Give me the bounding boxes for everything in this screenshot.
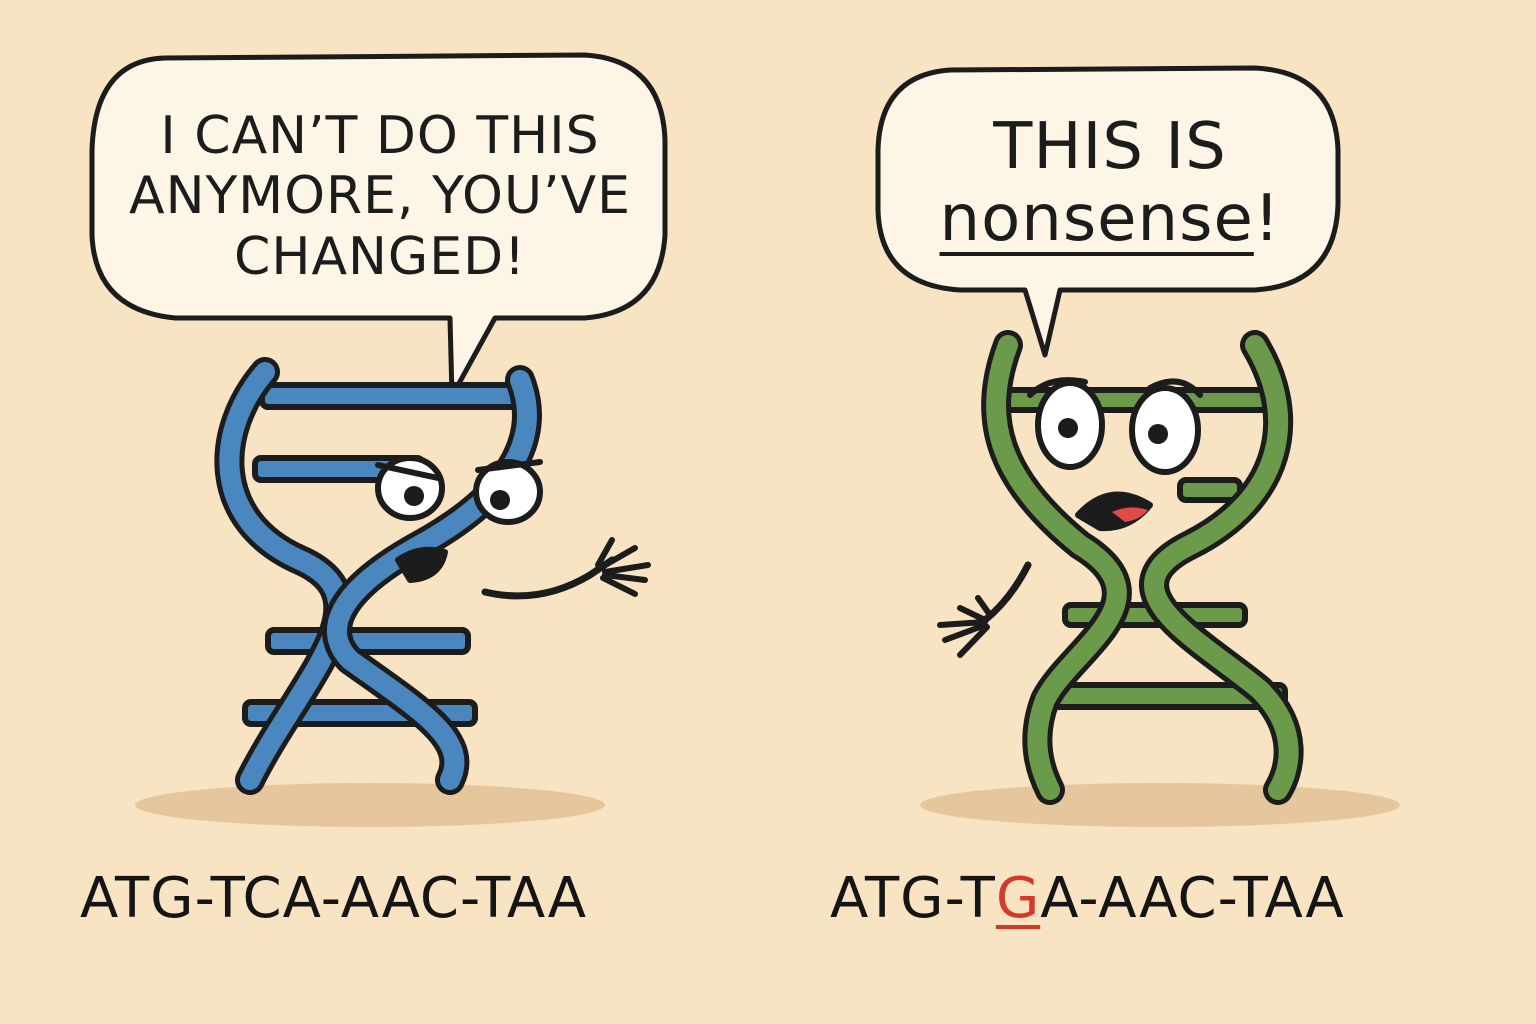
left-speech-text: I CAN’T DO THIS ANYMORE, YOU’VE CHANGED! <box>120 106 640 287</box>
left-mouth <box>398 550 445 580</box>
right-sequence-suffix: A-AAC-TAA <box>1040 866 1344 931</box>
right-speech-line-1: THIS IS <box>905 112 1315 184</box>
left-speech-line-2: ANYMORE, YOU’VE <box>120 166 640 226</box>
left-dna-sequence: ATG-TCA-AAC-TAA <box>80 866 587 931</box>
right-speech-line-2: nonsense! <box>905 184 1315 256</box>
mutated-base: G <box>996 866 1040 931</box>
left-arm <box>485 560 612 596</box>
right-speech-exclamation: ! <box>1254 182 1281 256</box>
right-dna-character <box>940 345 1289 790</box>
right-speech-text: THIS IS nonsense! <box>905 112 1315 255</box>
right-ground-shadow <box>920 783 1400 827</box>
left-hand <box>598 540 648 594</box>
right-arm <box>985 565 1028 620</box>
right-sequence-prefix: ATG-T <box>830 866 996 931</box>
right-speech-emphasis: nonsense <box>940 182 1254 256</box>
left-speech-line-3: CHANGED! <box>120 227 640 287</box>
left-speech-line-1: I CAN’T DO THIS <box>120 106 640 166</box>
left-ground-shadow <box>135 783 605 827</box>
left-dna-character <box>229 372 648 780</box>
right-hand <box>940 598 990 655</box>
right-dna-sequence: ATG-TGA-AAC-TAA <box>830 866 1345 931</box>
